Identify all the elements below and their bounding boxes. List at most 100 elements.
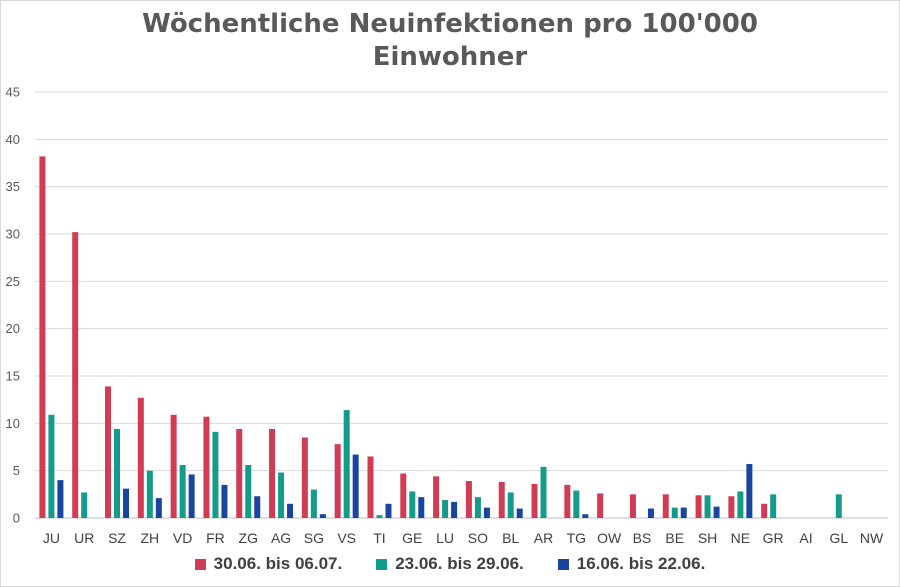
bar-fr-series-1 — [203, 416, 210, 518]
x-tick-label-bs: BS — [633, 530, 652, 546]
bar-vs-series-1 — [334, 444, 341, 518]
chart-title-line-1: Wöchentliche Neuinfektionen pro 100'000 — [142, 9, 758, 39]
y-tick-label: 35 — [6, 179, 20, 194]
x-tick-label-vd: VD — [173, 530, 192, 546]
bar-vd-series-2 — [179, 464, 186, 518]
bar-lu-series-3 — [451, 501, 458, 518]
x-tick-label-nw: NW — [860, 530, 884, 546]
y-tick-label: 40 — [6, 132, 20, 147]
bar-zh-series-1 — [137, 397, 144, 518]
bar-ju-series-2 — [48, 414, 55, 518]
bar-sz-series-1 — [105, 386, 112, 518]
bar-bl-series-1 — [498, 482, 505, 518]
bar-so-series-1 — [465, 481, 472, 518]
bar-be-series-2 — [671, 507, 678, 518]
bar-ag-series-2 — [278, 472, 285, 518]
x-tick-label-lu: LU — [436, 530, 454, 546]
x-tick-label-ag: AG — [271, 530, 291, 546]
bar-vs-series-3 — [352, 454, 359, 518]
bar-so-series-3 — [483, 507, 490, 518]
legend-item-series-3: 16.06. bis 22.06. — [557, 554, 706, 574]
bar-ti-series-1 — [367, 456, 374, 518]
bar-ti-series-2 — [376, 515, 383, 518]
bar-ju-series-3 — [57, 480, 64, 518]
x-tick-label-ne: NE — [731, 530, 750, 546]
bar-be-series-1 — [662, 494, 669, 518]
y-tick-label: 25 — [6, 274, 20, 289]
bar-ge-series-1 — [400, 473, 407, 518]
bar-vs-series-2 — [343, 410, 350, 518]
bar-sh-series-2 — [704, 495, 711, 518]
x-tick-label-sg: SG — [304, 530, 324, 546]
legend-label-series-3: 16.06. bis 22.06. — [576, 554, 706, 573]
legend-item-series-1: 30.06. bis 06.07. — [194, 554, 343, 574]
bar-ar-series-1 — [531, 483, 538, 518]
legend-label-series-2: 23.06. bis 29.06. — [395, 554, 524, 573]
x-tick-label-zh: ZH — [140, 530, 159, 546]
x-tick-label-gr: GR — [763, 530, 784, 546]
legend-label-series-1: 30.06. bis 06.07. — [213, 554, 343, 573]
bar-gr-series-1 — [761, 503, 768, 518]
bar-ju-series-1 — [39, 156, 46, 518]
bar-ne-series-2 — [737, 491, 744, 518]
legend-swatch-series-2 — [376, 558, 388, 570]
bar-sh-series-1 — [695, 495, 702, 518]
bar-ge-series-2 — [409, 491, 416, 518]
legend-swatch-series-3 — [557, 558, 569, 570]
x-tick-label-bl: BL — [502, 530, 519, 546]
bar-tg-series-3 — [582, 514, 589, 518]
bar-sz-series-3 — [123, 488, 130, 518]
x-tick-label-gl: GL — [829, 530, 848, 546]
bar-gl-series-2 — [835, 494, 842, 518]
y-tick-label: 0 — [13, 511, 20, 526]
bar-sg-series-1 — [301, 437, 308, 518]
x-tick-label-ge: GE — [402, 530, 422, 546]
bar-ag-series-3 — [287, 503, 294, 518]
bar-zh-series-3 — [155, 498, 162, 518]
bar-fr-series-3 — [221, 484, 228, 518]
bar-tg-series-2 — [573, 490, 580, 518]
legend: 30.06. bis 06.07. 23.06. bis 29.06. 16.0… — [0, 554, 900, 574]
y-tick-label: 10 — [6, 416, 20, 431]
x-tick-label-vs: VS — [337, 530, 356, 546]
bar-zg-series-1 — [236, 429, 243, 518]
bar-sg-series-2 — [310, 489, 317, 518]
x-tick-label-ur: UR — [74, 530, 94, 546]
bar-zg-series-2 — [245, 464, 252, 518]
x-tick-label-so: SO — [468, 530, 488, 546]
bar-sg-series-3 — [319, 514, 326, 518]
x-tick-label-zg: ZG — [239, 530, 258, 546]
bar-gr-series-2 — [770, 494, 777, 518]
chart-title: Wöchentliche Neuinfektionen pro 100'000 … — [0, 8, 900, 74]
x-tick-label-sz: SZ — [108, 530, 126, 546]
bar-vd-series-1 — [170, 414, 177, 518]
y-tick-label: 15 — [6, 369, 20, 384]
chart-title-line-2: Einwohner — [372, 42, 528, 72]
bar-tg-series-1 — [564, 484, 571, 518]
x-tick-label-ti: TI — [373, 530, 385, 546]
bar-sh-series-3 — [713, 506, 720, 518]
bar-fr-series-2 — [212, 431, 219, 518]
legend-swatch-series-1 — [194, 558, 206, 570]
bar-ne-series-1 — [728, 496, 735, 518]
bar-bl-series-3 — [516, 508, 523, 518]
y-tick-label: 45 — [6, 85, 20, 100]
bar-ti-series-3 — [385, 503, 392, 518]
bar-lu-series-2 — [442, 500, 449, 518]
x-tick-label-ow: OW — [597, 530, 622, 546]
y-tick-label: 30 — [6, 227, 20, 242]
bar-zg-series-3 — [254, 496, 261, 518]
y-tick-label: 5 — [13, 463, 20, 478]
x-tick-label-sh: SH — [698, 530, 717, 546]
bar-zh-series-2 — [146, 470, 153, 518]
x-tick-label-be: BE — [665, 530, 684, 546]
bar-sz-series-2 — [114, 429, 121, 518]
y-tick-label: 20 — [6, 321, 20, 336]
bar-lu-series-1 — [433, 476, 440, 518]
bar-so-series-2 — [474, 497, 481, 518]
x-tick-label-tg: TG — [567, 530, 586, 546]
bar-vd-series-3 — [188, 474, 195, 518]
bar-ar-series-2 — [540, 466, 547, 518]
bar-ne-series-3 — [746, 464, 753, 518]
